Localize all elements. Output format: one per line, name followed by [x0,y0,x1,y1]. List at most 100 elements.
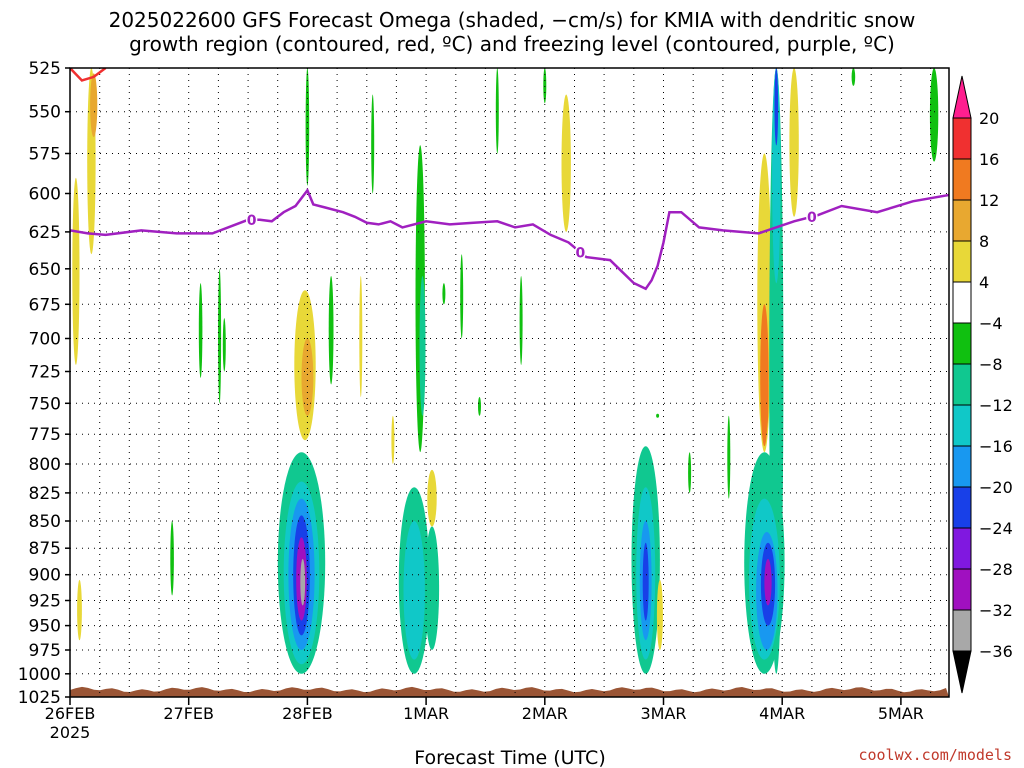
omega-region [300,558,306,606]
colorbar-segment [952,240,972,283]
omega-region [198,283,203,378]
colorbar-segment [952,117,972,160]
colorbar-segment [952,527,972,570]
omega-region [851,68,856,86]
colorbar-label: −24 [979,519,1013,538]
y-tick-label: 875 [29,539,61,559]
ground-fill [70,686,949,697]
omega-region [442,283,446,305]
y-tick-label: 925 [29,592,61,612]
omega-region [218,268,222,404]
y-tick-label: 975 [29,641,61,661]
omega-region [419,276,426,416]
omega-region [427,469,437,527]
colorbar-segment [952,404,972,447]
x-axis-label: Forecast Time (UTC) [414,747,605,768]
omega-region [222,318,226,372]
x-tick-label: 5MAR [878,704,924,723]
colorbar-label: −4 [979,314,1003,333]
omega-region [72,177,80,365]
y-tick-label: 700 [29,330,61,350]
colorbar-label: −32 [979,601,1013,620]
omega-region [519,276,523,365]
omega-region [305,68,310,186]
title-line-1: 2025022600 GFS Forecast Omega (shaded, −… [108,8,916,32]
omega-region [688,452,692,493]
colorbar-bottom-arrow [952,650,972,694]
grid-lines [69,67,949,698]
x-axis-ticks: 26FEB 27FEB 28FEB 1MAR 2MAR 3MAR 4MAR 5MAR [45,697,924,723]
omega-shading [72,68,939,674]
plot-frame [69,67,950,698]
omega-region [460,254,464,339]
y-tick-label: 525 [29,59,61,79]
omega-region [170,521,174,596]
omega-region [543,68,547,104]
omega-region [301,338,314,416]
colorbar-label: −28 [979,560,1013,579]
colorbar-segment [952,199,972,242]
colorbar-segment [952,609,972,652]
colorbar-segment [952,486,972,529]
ground-layer [70,686,949,697]
dgz-contour-line [70,68,107,82]
y-tick-label: 725 [29,363,61,383]
colorbar: 20 16 12 8 4 −4 −8 −12 −16 −20 −24 −28 −32 −36 [952,75,1013,694]
chart-title: 2025022600 GFS Forecast Omega (shaded, −… [0,8,1024,56]
omega-region [403,521,425,660]
freezing-level-line [70,187,949,291]
omega-region [789,68,799,217]
colorbar-segment [952,363,972,406]
y-tick-label: 825 [29,484,61,504]
y-tick-label: 775 [29,425,61,445]
omega-region [929,68,939,162]
colorbar-label: −20 [979,478,1013,497]
x-tick-label: 1MAR [403,704,449,723]
title-line-2: growth region (contoured, red, ºC) and f… [129,32,895,56]
colorbar-label: −16 [979,437,1013,456]
colorbar-label: −12 [979,396,1013,415]
x-tick-label: 3MAR [640,704,686,723]
y-axis-ticks: 525 550 575 600 625 650 675 700 725 750 775 800 825 8… [18,59,70,708]
omega-region [328,276,334,385]
omega-region [561,94,571,232]
x-tick-label: 28FEB [282,704,333,723]
colorbar-label: −8 [979,355,1003,374]
omega-region [371,94,375,194]
x-tick-label: 4MAR [759,704,805,723]
colorbar-segment [952,322,972,365]
omega-region [656,580,663,650]
colorbar-label: 20 [979,109,999,128]
y-tick-label: 650 [29,260,61,280]
omega-region [77,579,82,641]
omega-region [391,415,395,464]
colorbar-label: 4 [979,273,989,292]
y-tick-label: 625 [29,223,61,243]
omega-region [772,68,781,284]
omega-region [764,558,772,606]
omega-region [642,542,649,621]
y-tick-label: 1000 [18,665,61,685]
y-tick-label: 950 [29,617,61,637]
omega-region [656,413,660,418]
y-tick-label: 900 [29,566,61,586]
colorbar-segment [952,445,972,488]
omega-region [727,415,731,499]
freezing-level-label: 0 [576,245,586,261]
omega-region [765,358,769,429]
colorbar-label: 12 [979,191,999,210]
colorbar-top-arrow [952,75,972,119]
y-tick-label: 675 [29,295,61,315]
omega-region [495,68,499,154]
freezing-level-label: 0 [247,213,257,229]
x-tick-label: 27FEB [163,704,214,723]
freezing-level-label: 0 [807,210,817,226]
contour-lines: 0 0 0 [70,68,949,291]
omega-region [90,73,98,137]
x-sub-label: 2025 [50,723,91,742]
colorbar-label: 16 [979,150,999,169]
y-tick-label: 550 [29,103,61,123]
omega-region [478,397,481,416]
colorbar-segment [952,158,972,201]
